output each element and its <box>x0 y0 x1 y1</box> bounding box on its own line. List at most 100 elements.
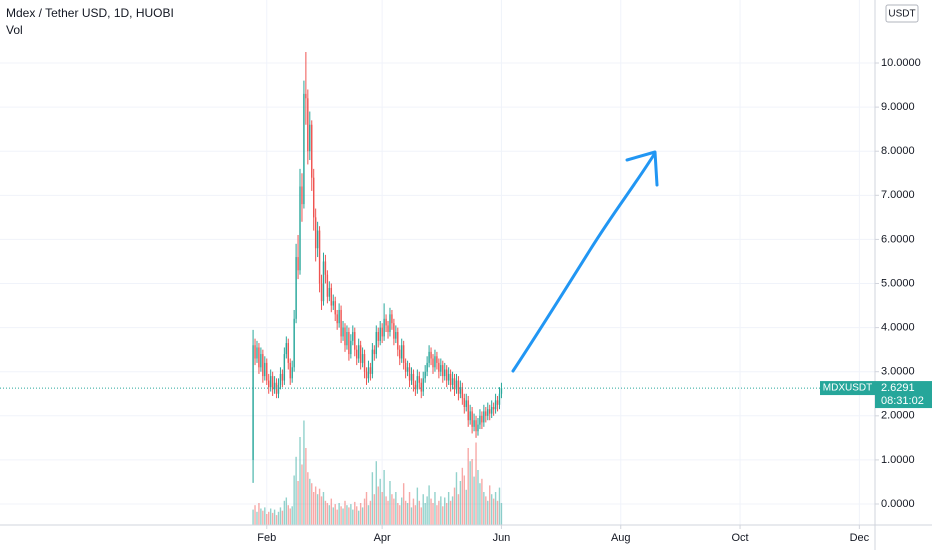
candle-body <box>291 367 293 379</box>
countdown-label: 08:31:02 <box>881 395 924 407</box>
candle-body <box>412 373 415 385</box>
candle-body <box>293 318 295 368</box>
volume-bar <box>436 505 438 525</box>
candle-body <box>307 98 309 152</box>
volume-bar <box>363 498 366 525</box>
price-badge <box>875 381 932 409</box>
currency-label[interactable]: USDT <box>888 9 915 20</box>
candle-layer <box>252 51 503 483</box>
candle-body <box>487 409 489 416</box>
candle-body <box>424 371 426 379</box>
candle-body <box>467 400 469 421</box>
y-tick-label: 0.0000 <box>881 498 915 510</box>
volume-bar <box>264 507 266 525</box>
candle-body <box>404 362 407 372</box>
candle-body <box>269 376 272 388</box>
volume-bar <box>326 503 329 525</box>
volume-bar <box>412 498 415 525</box>
grid <box>0 0 875 525</box>
candle-body <box>402 345 405 363</box>
volume-bar <box>467 448 469 525</box>
volume-bar <box>301 464 303 525</box>
candle-body <box>387 325 389 333</box>
candle-body <box>471 411 473 427</box>
candle-body <box>375 332 377 355</box>
candle-body <box>438 362 440 372</box>
volume-bar <box>479 483 481 525</box>
candle-body <box>469 411 471 421</box>
candle-body <box>477 424 479 432</box>
volume-bar <box>399 505 401 525</box>
volume-bar <box>459 481 462 525</box>
candle-body <box>475 420 477 432</box>
candle-body <box>256 347 258 359</box>
candle-body <box>473 420 475 427</box>
volume-bar <box>420 507 422 525</box>
volume-bar <box>320 496 323 525</box>
y-tick-label: 6.0000 <box>881 233 915 245</box>
volume-bar <box>371 472 374 525</box>
volume-bar <box>268 511 270 525</box>
volume-bar <box>430 498 432 525</box>
volume-bar <box>266 514 268 525</box>
candle-body <box>483 411 485 423</box>
volume-bar <box>416 487 419 525</box>
y-tick-label: 10.0000 <box>881 57 921 69</box>
candle-body <box>361 354 364 363</box>
currency-button[interactable] <box>885 4 919 23</box>
volume-bar <box>447 492 450 525</box>
volume-bar <box>352 509 354 525</box>
y-tick-label: 5.0000 <box>881 277 915 289</box>
candle-body <box>393 323 395 339</box>
x-tick-label: Jun <box>493 532 511 544</box>
candle-body <box>258 347 260 368</box>
volume-bar <box>402 483 405 525</box>
volume-bar <box>313 492 315 525</box>
volume-bar <box>477 470 479 525</box>
candle-body <box>314 217 317 249</box>
candle-body <box>498 393 501 405</box>
volume-bar <box>438 500 440 525</box>
candle-body <box>299 186 301 271</box>
candle-body <box>430 351 432 359</box>
volume-bar <box>422 494 424 525</box>
volume-bar <box>303 420 305 525</box>
candle-body <box>489 409 491 414</box>
candle-body <box>279 373 282 385</box>
candle-body <box>352 332 354 341</box>
candle-body <box>283 354 286 381</box>
volume-bar <box>426 496 428 525</box>
axes: 0.0000 1.0000 2.0000 3.0000 4.0000 5.0000 6.00… <box>257 57 920 544</box>
volume-bar <box>309 478 311 525</box>
candle-body <box>342 327 344 337</box>
candle-body <box>273 382 276 390</box>
volume-bar <box>277 511 280 525</box>
volume-bar <box>485 496 487 525</box>
volume-bar <box>338 503 340 525</box>
volume-bar <box>393 498 395 525</box>
candle-body <box>432 358 434 368</box>
candle-body <box>492 406 495 410</box>
y-tick-label: 3.0000 <box>881 366 915 378</box>
candle-body <box>324 261 327 275</box>
candle-body <box>363 354 366 372</box>
chart-title: Mdex / Tether USD, 1D, HUOBI <box>6 6 174 20</box>
volume-bar <box>483 492 485 525</box>
volume-bar <box>489 485 491 525</box>
volume-bar <box>418 500 421 525</box>
volume-bar <box>401 497 403 525</box>
candle-body <box>266 362 268 381</box>
candle-body <box>320 283 323 302</box>
y-tick-label: 4.0000 <box>881 322 915 334</box>
candle-body <box>340 309 342 337</box>
volume-bar <box>442 506 444 525</box>
volume-bar <box>481 478 483 525</box>
candle-body <box>401 345 403 359</box>
candle-body <box>281 373 284 381</box>
volume-bar <box>322 492 325 525</box>
volume-bar <box>404 500 407 525</box>
volume-bar <box>262 510 264 525</box>
candle-body <box>303 93 305 205</box>
candle-body <box>268 380 270 388</box>
